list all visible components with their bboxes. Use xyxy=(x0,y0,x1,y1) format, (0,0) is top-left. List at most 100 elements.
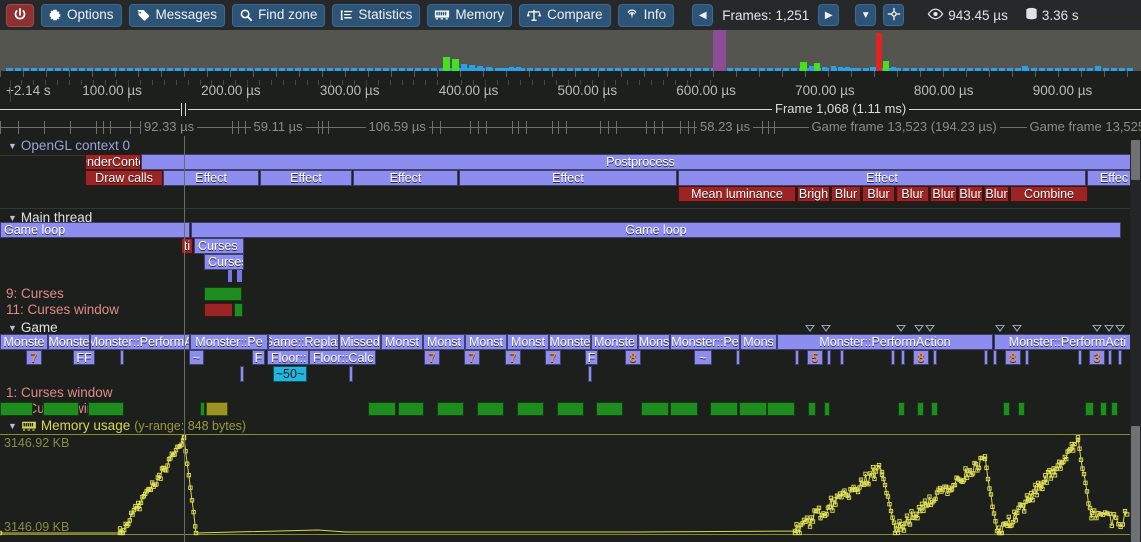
timeline-zone[interactable]: Effect xyxy=(163,170,259,186)
info-button[interactable]: Info xyxy=(617,3,675,27)
timeline-zone[interactable]: Game loop xyxy=(191,222,1121,238)
timeline-zone[interactable]: 5 xyxy=(807,350,823,365)
timeline-zone[interactable]: Draw calls xyxy=(85,170,163,186)
lane-bar[interactable] xyxy=(808,402,816,416)
center-view-button[interactable] xyxy=(883,4,905,26)
timeline-zone[interactable]: ~ xyxy=(189,350,204,365)
scrollbar-thumb[interactable] xyxy=(1131,426,1140,542)
timeline-zone[interactable]: Monste xyxy=(48,334,90,350)
timeline-zone[interactable] xyxy=(1118,350,1122,365)
timeline-zone[interactable] xyxy=(240,366,244,382)
lane-bar[interactable] xyxy=(824,402,830,416)
lane-bar[interactable] xyxy=(739,402,767,416)
timeline-zone[interactable]: Blur xyxy=(831,186,861,202)
timeline-zone[interactable]: ti xyxy=(181,238,193,254)
lane-bar[interactable] xyxy=(234,303,243,317)
timeline-zone[interactable] xyxy=(827,350,831,365)
timeline-zone[interactable] xyxy=(736,350,740,365)
next-frame-button[interactable]: ▶ xyxy=(818,4,840,26)
timeline-zone[interactable]: RenderContext xyxy=(85,154,141,170)
lane-bar[interactable] xyxy=(596,402,623,416)
section-header-memory[interactable]: ▼ Memory usage (y-range: 848 bytes) xyxy=(0,418,246,433)
timeline-zone[interactable]: 7 xyxy=(26,350,42,365)
timeline-zone[interactable]: Monster::Pe xyxy=(670,334,740,350)
lane-bar[interactable] xyxy=(1018,402,1025,416)
timeline[interactable]: ▼ OpenGL context 0 RenderContextPostproc… xyxy=(0,136,1141,542)
game-frame-span-bar[interactable]: 92.33 µs 59.11 µs 106.59 µs 58.23 µs Game fr… xyxy=(0,118,1141,136)
timeline-zone[interactable]: Game::Replay xyxy=(268,334,339,350)
frame-set-dropdown[interactable]: ▼ xyxy=(855,4,877,26)
options-button[interactable]: Options xyxy=(41,3,122,27)
timeline-zone[interactable] xyxy=(993,350,997,365)
selected-frame-highlight[interactable] xyxy=(713,30,726,71)
timeline-zone[interactable]: Blur xyxy=(958,186,983,202)
lane-bar[interactable] xyxy=(1003,402,1010,416)
timeline-zone[interactable] xyxy=(1078,350,1082,365)
frames-overview-strip[interactable] xyxy=(0,30,1141,71)
lane-bar[interactable] xyxy=(477,402,504,416)
lane-bar[interactable] xyxy=(1111,402,1118,416)
timeline-zone[interactable]: Effect xyxy=(260,170,352,186)
lane-bar[interactable] xyxy=(917,402,924,416)
timeline-zone[interactable]: Mons xyxy=(740,334,777,350)
lane-bar[interactable] xyxy=(931,402,938,416)
chevron-down-icon[interactable]: ▼ xyxy=(8,322,17,333)
timeline-zone[interactable] xyxy=(1108,350,1112,365)
lane-bar[interactable] xyxy=(398,402,424,416)
timeline-zone[interactable]: Game loop xyxy=(0,222,190,238)
timeline-zone[interactable] xyxy=(588,366,592,382)
lane-bar[interactable] xyxy=(710,402,738,416)
time-ruler[interactable]: +2.14 s 100.00 µs 200.00 µs 300.00 µs 400.0… xyxy=(0,80,1141,102)
lane-bar[interactable] xyxy=(368,402,396,416)
chevron-down-icon[interactable]: ▼ xyxy=(8,212,17,223)
timeline-zone[interactable]: FF xyxy=(73,350,95,365)
timeline-zone[interactable] xyxy=(984,350,988,365)
statistics-button[interactable]: Statistics xyxy=(332,3,421,27)
timeline-zone[interactable]: 3 xyxy=(1089,350,1105,365)
timeline-zone[interactable]: Monst xyxy=(381,334,423,350)
timeline-zone[interactable]: Mean luminance xyxy=(678,186,796,202)
timeline-zone[interactable]: Effect xyxy=(678,170,1086,186)
timeline-zone[interactable]: Blur xyxy=(896,186,929,202)
timeline-zone[interactable]: Curses xyxy=(204,254,244,270)
timeline-zone[interactable]: ~50~ xyxy=(273,366,307,382)
timeline-zone[interactable]: 7 xyxy=(545,350,561,365)
timeline-zone[interactable]: 7 xyxy=(505,350,521,365)
timeline-zone[interactable]: Blur xyxy=(984,186,1009,202)
lane-bar[interactable] xyxy=(767,402,795,416)
prev-frame-button[interactable]: ◀ xyxy=(692,4,714,26)
timeline-zone[interactable]: Curses xyxy=(194,238,244,254)
timeline-zone[interactable]: Blur xyxy=(930,186,957,202)
timeline-zone[interactable] xyxy=(795,350,799,365)
timeline-zone[interactable]: Floor:: xyxy=(267,350,309,365)
lane-bar[interactable] xyxy=(200,402,205,416)
lane-bar[interactable] xyxy=(43,402,79,416)
find-zone-button[interactable]: Find zone xyxy=(232,3,326,27)
timeline-zone[interactable]: Missed xyxy=(339,334,381,350)
lane-bar[interactable] xyxy=(204,303,233,317)
memory-button[interactable]: Memory xyxy=(427,3,513,27)
timeline-zone[interactable]: Monster::Pe xyxy=(190,334,268,350)
timeline-zone[interactable]: Postprocess xyxy=(141,154,1140,170)
compare-button[interactable]: Compare xyxy=(519,3,611,27)
timeline-zone[interactable] xyxy=(349,366,353,382)
memory-usage-plot[interactable]: 3146.92 KB 3146.09 KB xyxy=(0,434,1130,542)
timeline-zone[interactable]: Floor::Calc xyxy=(309,350,376,365)
timeline-zone[interactable]: Mons xyxy=(638,334,670,350)
power-button[interactable] xyxy=(6,3,34,27)
lane-bar[interactable] xyxy=(1100,402,1107,416)
lane-bar[interactable] xyxy=(670,402,698,416)
timeline-zone[interactable]: Brigh xyxy=(797,186,830,202)
lane-bar[interactable] xyxy=(204,287,242,301)
timeline-zone[interactable]: Monst xyxy=(465,334,507,350)
timeline-zone[interactable]: Combine xyxy=(1010,186,1088,202)
lane-bar[interactable] xyxy=(437,402,464,416)
timeline-zone[interactable]: 7 xyxy=(464,350,480,365)
timeline-zone[interactable]: 7 xyxy=(424,350,440,365)
timeline-zone[interactable] xyxy=(891,350,895,365)
timeline-zone[interactable]: F xyxy=(252,350,265,365)
chevron-down-icon[interactable]: ▼ xyxy=(8,420,17,431)
frame-span-bar[interactable]: Frame 1,068 (1.11 ms) xyxy=(0,101,1141,118)
timeline-zone[interactable] xyxy=(901,350,905,365)
timeline-zone[interactable]: Monste xyxy=(549,334,591,350)
